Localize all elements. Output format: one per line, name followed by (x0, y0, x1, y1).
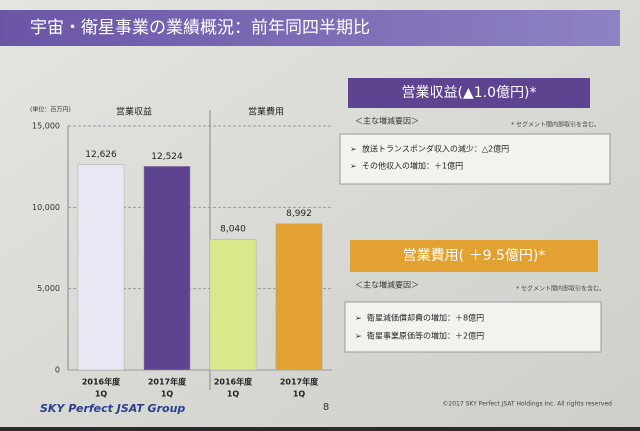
group-label: 営業収益 (116, 106, 152, 118)
value-label: 12,524 (151, 152, 183, 162)
panel-item: 衛星事業原価等の増加：＋2億円 (367, 331, 484, 341)
panel-subheading: ＜主な増減要因＞ (355, 116, 419, 126)
group-label: 営業費用 (248, 106, 284, 118)
x-tick-label: 2016年度 (214, 377, 253, 387)
bar (209, 238, 257, 371)
value-label: 12,626 (85, 150, 117, 160)
bar (275, 223, 323, 371)
x-tick-label: 2017年度 (280, 377, 319, 387)
panel-subheading: ＜主な増減要因＞ (355, 280, 419, 290)
panel-item: 放送トランスポンダ収入の減少：△2億円 (362, 144, 509, 154)
value-label: 8,992 (286, 209, 312, 219)
bullet: ➢ (350, 162, 357, 171)
panel-note: * セグメント間内部取引を含む。 (516, 285, 605, 293)
panel-box (344, 301, 602, 353)
y-tick-label: 15,000 (32, 122, 60, 131)
x-tick-label: 1Q (161, 390, 174, 399)
panel-heading-box (348, 78, 590, 108)
x-tick-label: 1Q (293, 390, 306, 399)
panel-note: * セグメント間内部取引を含む。 (511, 121, 600, 129)
x-tick-label: 1Q (95, 390, 108, 399)
x-tick-label: 2017年度 (148, 377, 187, 387)
bullet: ➢ (350, 145, 357, 154)
x-tick-label: 1Q (227, 390, 240, 399)
panel-item: その他収入の増加：＋1億円 (362, 161, 463, 171)
panel-heading: 営業収益(▲1.0億円)* (402, 85, 537, 101)
footer-logo: SKY Perfect JSAT Group (40, 402, 185, 415)
title-bar (0, 10, 620, 46)
bullet: ➢ (355, 332, 362, 341)
copyright: ©2017 SKY Perfect JSAT Holdings Inc. All… (442, 401, 612, 408)
page-number: 8 (323, 402, 329, 413)
y-tick-label: 10,000 (32, 203, 60, 212)
bar (143, 166, 191, 371)
panel-box (339, 133, 611, 185)
y-tick-label: 5,000 (37, 284, 60, 293)
slide-title: 宇宙・衛星事業の業績概況：前年同四半期比 (30, 18, 370, 38)
panel-heading-box (350, 240, 598, 272)
x-tick-label: 2016年度 (82, 377, 121, 387)
panel-item: 衛星減価償却費の増加：＋8億円 (367, 313, 484, 323)
panel-heading: 営業費用( ＋9.5億円)* (403, 248, 546, 264)
bar (77, 164, 125, 371)
bullet: ➢ (355, 314, 362, 323)
unit-label: (単位：百万円) (30, 106, 71, 114)
value-label: 8,040 (220, 225, 246, 235)
y-tick-label: 0 (55, 366, 60, 375)
